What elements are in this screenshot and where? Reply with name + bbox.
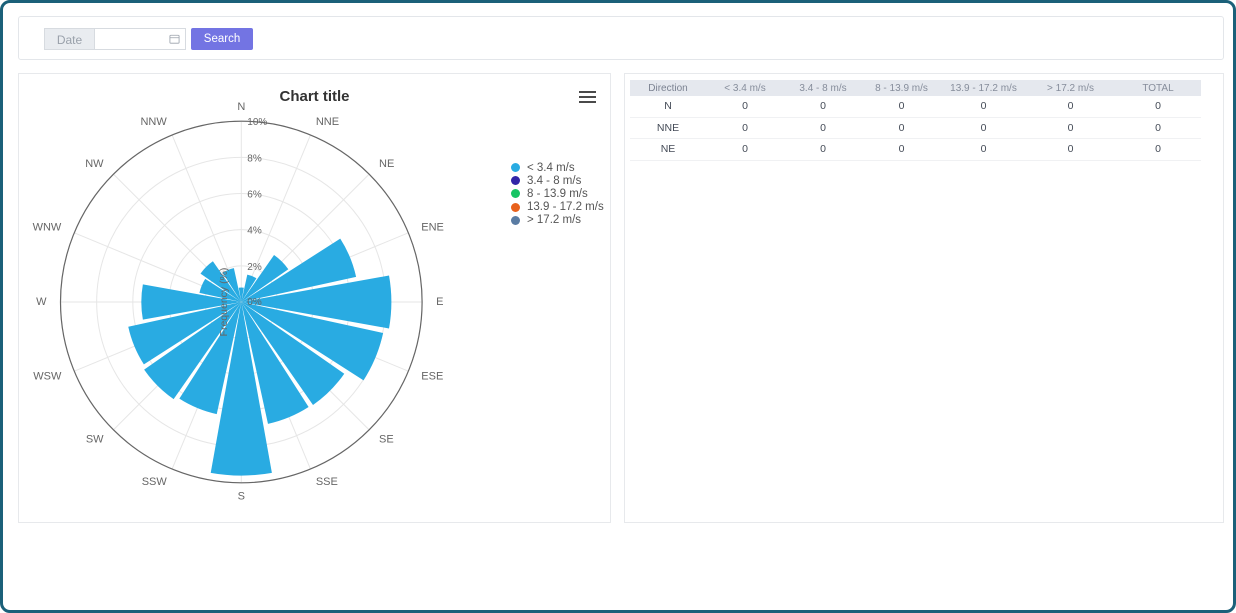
svg-text:10%: 10% — [247, 117, 267, 128]
svg-text:WNW: WNW — [33, 221, 62, 233]
svg-text:ESE: ESE — [421, 370, 443, 382]
svg-text:S: S — [238, 491, 245, 503]
svg-text:NNW: NNW — [140, 116, 167, 128]
svg-text:2%: 2% — [247, 262, 262, 273]
svg-text:SW: SW — [86, 434, 104, 446]
svg-text:SSW: SSW — [142, 476, 168, 488]
svg-text:W: W — [36, 296, 47, 308]
svg-text:NE: NE — [379, 158, 394, 170]
svg-text:0%: 0% — [247, 297, 262, 308]
svg-text:4%: 4% — [247, 226, 262, 237]
svg-text:NNE: NNE — [316, 116, 339, 128]
svg-text:N: N — [237, 101, 245, 113]
svg-text:Frequency (%): Frequency (%) — [218, 268, 230, 337]
svg-text:8%: 8% — [247, 153, 262, 164]
svg-text:WSW: WSW — [33, 370, 62, 382]
svg-text:SSE: SSE — [316, 476, 338, 488]
svg-text:6%: 6% — [247, 190, 262, 201]
svg-text:NW: NW — [85, 158, 104, 170]
svg-text:E: E — [436, 296, 443, 308]
svg-text:SE: SE — [379, 434, 394, 446]
svg-text:ENE: ENE — [421, 221, 444, 233]
